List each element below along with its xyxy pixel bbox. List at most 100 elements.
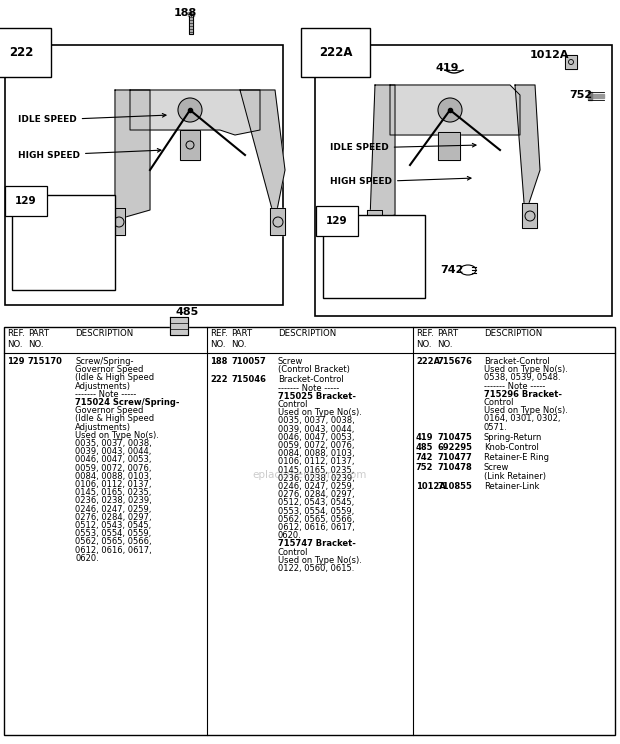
Bar — [180, 130, 200, 160]
Polygon shape — [331, 272, 352, 276]
Text: 710478: 710478 — [437, 464, 472, 472]
Text: HIGH SPEED: HIGH SPEED — [330, 176, 471, 187]
Text: 1012A: 1012A — [416, 482, 446, 491]
Text: ------- Note -----: ------- Note ----- — [484, 382, 545, 391]
Text: 715747 Bracket-: 715747 Bracket- — [278, 539, 356, 548]
Polygon shape — [565, 55, 577, 69]
Text: 715676: 715676 — [437, 357, 472, 366]
Text: Used on Type No(s).: Used on Type No(s). — [278, 408, 362, 417]
Text: eplacementparts.com: eplacementparts.com — [253, 470, 367, 480]
Text: 0084, 0088, 0103,: 0084, 0088, 0103, — [75, 472, 152, 481]
Text: Bracket-Control: Bracket-Control — [484, 357, 550, 366]
Polygon shape — [188, 12, 194, 16]
Text: 0620.: 0620. — [278, 531, 302, 540]
Text: REF.
NO.: REF. NO. — [7, 329, 25, 349]
Polygon shape — [370, 85, 395, 220]
Text: IDLE SPEED: IDLE SPEED — [18, 114, 166, 124]
Text: 0612, 0616, 0617,: 0612, 0616, 0617, — [278, 523, 355, 532]
Bar — [438, 132, 460, 160]
Text: Control: Control — [484, 398, 515, 407]
Text: 188: 188 — [174, 8, 197, 18]
Polygon shape — [367, 210, 382, 238]
Text: 0122, 0560, 0615.: 0122, 0560, 0615. — [278, 564, 355, 573]
Text: PART
NO.: PART NO. — [231, 329, 252, 349]
Text: Retainer-E Ring: Retainer-E Ring — [484, 453, 549, 462]
Bar — [12, 195, 115, 290]
Text: 129: 129 — [15, 196, 37, 206]
Text: 715296 Bracket-: 715296 Bracket- — [484, 390, 562, 399]
Text: 710855: 710855 — [437, 482, 472, 491]
Text: 0059, 0072, 0076,: 0059, 0072, 0076, — [75, 464, 151, 472]
Text: 222: 222 — [9, 46, 33, 59]
Text: (Link Retainer): (Link Retainer) — [484, 472, 546, 481]
Polygon shape — [515, 85, 540, 215]
Text: 0106, 0112, 0137,: 0106, 0112, 0137, — [278, 458, 355, 466]
Text: 419: 419 — [416, 433, 433, 442]
Polygon shape — [189, 22, 193, 25]
Text: REF.
NO.: REF. NO. — [416, 329, 434, 349]
Text: 710477: 710477 — [437, 453, 472, 462]
Text: 715024 Screw/Spring-: 715024 Screw/Spring- — [75, 398, 180, 407]
Text: REF.
NO.: REF. NO. — [210, 329, 228, 349]
Text: 129: 129 — [7, 357, 25, 366]
Text: 222A: 222A — [319, 46, 353, 59]
Text: 715170: 715170 — [28, 357, 63, 366]
Text: 0512, 0543, 0545,: 0512, 0543, 0545, — [75, 521, 151, 530]
Text: 0538, 0539, 0548.: 0538, 0539, 0548. — [484, 373, 560, 382]
Bar — [180, 130, 200, 160]
Text: 222: 222 — [210, 376, 228, 385]
Bar — [5, 45, 283, 305]
Text: Bracket-Control: Bracket-Control — [278, 376, 343, 385]
Text: 0620.: 0620. — [75, 554, 99, 562]
Text: 0046, 0047, 0053,: 0046, 0047, 0053, — [278, 433, 355, 442]
Polygon shape — [588, 92, 592, 100]
Text: 485: 485 — [416, 443, 433, 452]
Text: 710475: 710475 — [437, 433, 472, 442]
Polygon shape — [189, 19, 193, 22]
Polygon shape — [592, 94, 604, 98]
Polygon shape — [327, 271, 331, 278]
Text: PART
NO.: PART NO. — [437, 329, 458, 349]
Text: 752: 752 — [416, 464, 433, 472]
Polygon shape — [522, 203, 537, 228]
Text: Knob-Control: Knob-Control — [484, 443, 539, 452]
Text: 0612, 0616, 0617,: 0612, 0616, 0617, — [75, 545, 152, 554]
Polygon shape — [189, 28, 193, 31]
Polygon shape — [189, 31, 193, 34]
Text: 485: 485 — [175, 307, 198, 317]
Text: 0553, 0554, 0559,: 0553, 0554, 0559, — [75, 529, 151, 538]
Text: 0236, 0238, 0239,: 0236, 0238, 0239, — [75, 496, 152, 505]
Polygon shape — [50, 254, 54, 260]
Text: ------- Note -----: ------- Note ----- — [278, 384, 339, 393]
Text: Control: Control — [278, 400, 309, 409]
Bar — [315, 45, 612, 316]
Text: 715025 Bracket-: 715025 Bracket- — [278, 392, 356, 401]
Text: 0246, 0247, 0259,: 0246, 0247, 0259, — [75, 504, 151, 513]
Text: 742: 742 — [440, 265, 463, 275]
Text: 0562, 0565, 0566,: 0562, 0565, 0566, — [75, 537, 152, 546]
Text: 0106, 0112, 0137,: 0106, 0112, 0137, — [75, 480, 151, 489]
Polygon shape — [240, 90, 285, 220]
Text: Used on Type No(s).: Used on Type No(s). — [484, 365, 568, 374]
Text: Used on Type No(s).: Used on Type No(s). — [278, 556, 362, 565]
Text: 0059, 0072, 0076,: 0059, 0072, 0076, — [278, 441, 355, 450]
Text: 0035, 0037, 0038,: 0035, 0037, 0038, — [75, 439, 152, 448]
Polygon shape — [390, 85, 520, 135]
Text: Spring-Return: Spring-Return — [484, 433, 542, 442]
Text: 129: 129 — [326, 216, 348, 226]
Text: 0145, 0165, 0235,: 0145, 0165, 0235, — [278, 466, 355, 475]
Circle shape — [178, 98, 202, 122]
Circle shape — [438, 98, 462, 122]
Text: 0084, 0088, 0103,: 0084, 0088, 0103, — [278, 449, 355, 458]
Text: 0164, 0301, 0302,: 0164, 0301, 0302, — [484, 414, 560, 423]
Polygon shape — [130, 90, 260, 135]
Text: (Idle & High Speed: (Idle & High Speed — [75, 373, 154, 382]
Text: 0571.: 0571. — [484, 423, 508, 432]
Text: 419: 419 — [436, 63, 459, 73]
Polygon shape — [15, 252, 20, 262]
Text: DESCRIPTION: DESCRIPTION — [75, 329, 133, 338]
Text: 0246, 0247, 0259,: 0246, 0247, 0259, — [278, 482, 355, 491]
Polygon shape — [352, 272, 355, 276]
Text: 188: 188 — [210, 357, 228, 366]
Text: 742: 742 — [416, 453, 433, 462]
